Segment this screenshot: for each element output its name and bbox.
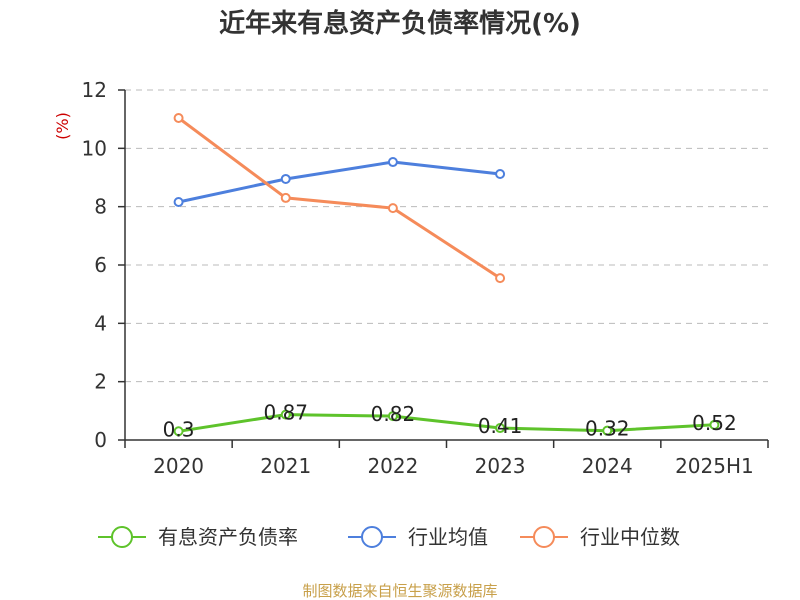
data-point — [387, 203, 398, 214]
data-point — [387, 411, 398, 422]
series-0 — [173, 409, 720, 437]
y-tick-label: 0 — [94, 428, 107, 452]
y-tick-label: 12 — [82, 78, 107, 102]
data-label: 0.82 — [371, 402, 416, 426]
data-point — [173, 113, 184, 123]
legend-label: 行业中位数 — [580, 525, 680, 549]
legend-item-1: 行业均值 — [348, 525, 488, 549]
data-point — [280, 409, 291, 420]
data-point — [280, 192, 291, 203]
axes: 0 2 4 6 8 10 12 2020 2021 2022 2023 2024 2025H1 — [82, 78, 769, 478]
legend-label: 行业均值 — [408, 525, 488, 549]
series-group — [173, 113, 720, 437]
x-tick-label: 2020 — [153, 454, 204, 478]
data-point — [387, 157, 398, 168]
legend-item-2: 行业中位数 — [520, 525, 680, 549]
data-point — [602, 425, 613, 436]
y-tick-label: 10 — [82, 136, 107, 160]
gridlines — [125, 89, 768, 383]
data-point — [280, 173, 291, 184]
legend-marker — [111, 526, 133, 548]
y-tick-label: 4 — [94, 311, 107, 335]
x-tick-label: 2025H1 — [675, 454, 754, 478]
data-label: 0.41 — [478, 414, 523, 438]
y-tick-label: 2 — [94, 370, 107, 394]
data-point — [495, 169, 506, 179]
series-1 — [173, 157, 506, 207]
series-2 — [173, 113, 506, 284]
y-tick-label: 8 — [94, 195, 107, 219]
data-label: 0.3 — [163, 417, 195, 441]
data-point — [495, 273, 506, 284]
legend: 有息资产负债率 行业均值 行业中位数 — [98, 525, 680, 549]
y-axis-label: (%) — [53, 112, 72, 140]
data-point — [495, 423, 506, 434]
data-point — [173, 426, 184, 437]
x-tick-label: 2021 — [260, 454, 311, 478]
legend-marker — [361, 526, 383, 548]
y-tick-label: 6 — [94, 253, 107, 277]
source-footer: 制图数据来自恒生聚源数据库 — [302, 582, 497, 600]
x-tick-label: 2023 — [475, 454, 526, 478]
data-label: 0.87 — [263, 401, 308, 425]
x-tick-label: 2024 — [582, 454, 633, 478]
legend-marker — [533, 526, 555, 548]
series-line — [177, 116, 501, 280]
data-label: 0.32 — [585, 417, 630, 441]
series-line — [178, 160, 501, 204]
series-line — [178, 413, 715, 433]
data-point — [709, 419, 720, 430]
legend-label: 有息资产负债率 — [158, 525, 298, 549]
x-tick-label: 2022 — [367, 454, 418, 478]
legend-item-0: 有息资产负债率 — [98, 525, 298, 549]
data-labels: 0.3 0.87 0.82 0.41 0.32 0.52 — [163, 401, 737, 442]
data-point — [173, 197, 184, 207]
data-label: 0.52 — [692, 411, 737, 435]
chart-title: 近年来有息资产负债率情况(%) — [219, 8, 581, 39]
